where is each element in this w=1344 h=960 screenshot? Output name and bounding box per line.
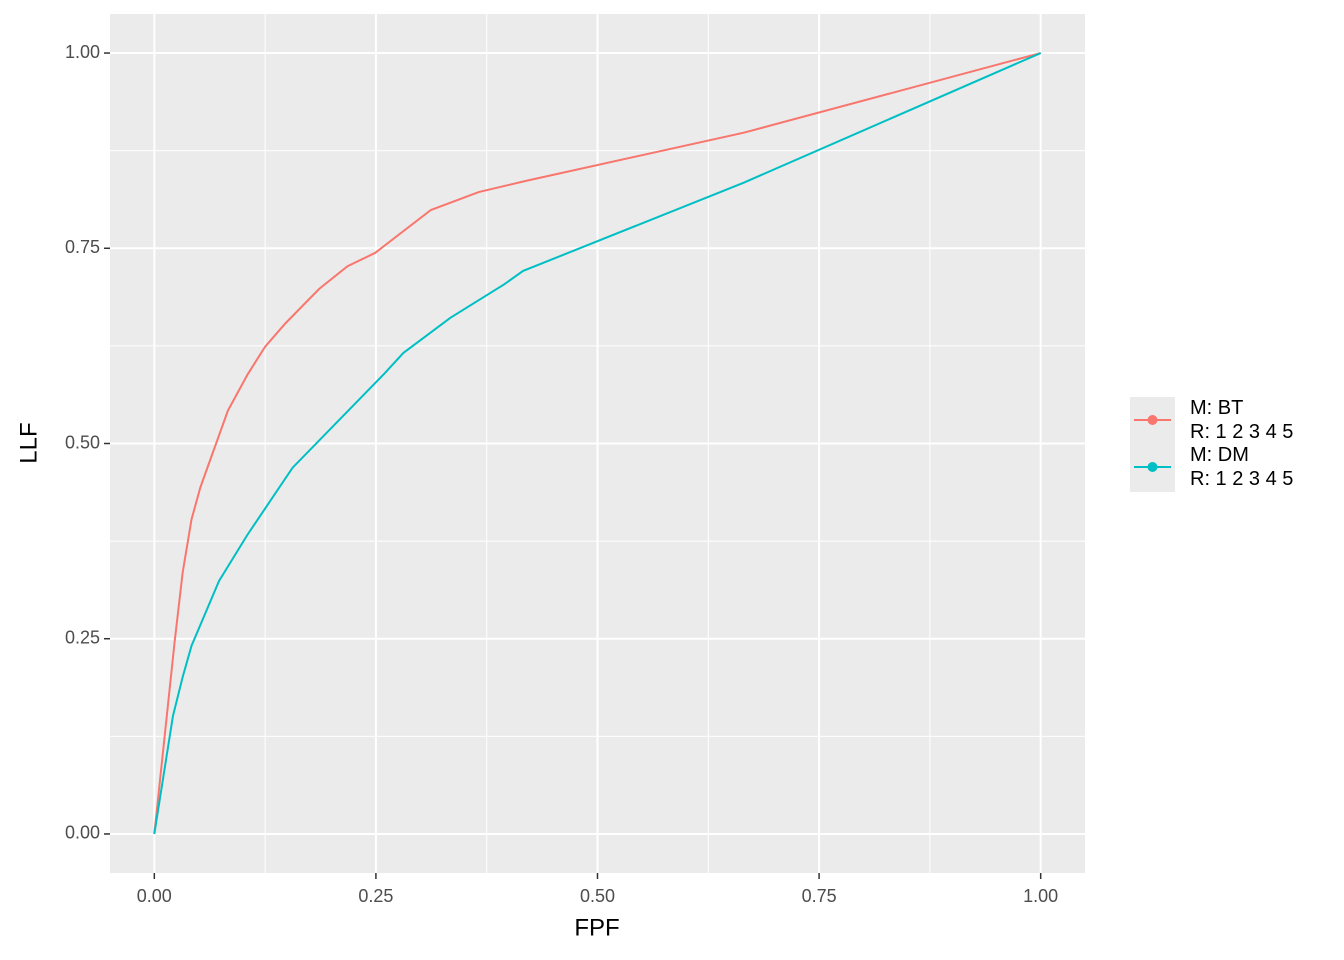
x-tick-label: 0.00 <box>137 886 172 906</box>
series-line <box>153 52 1041 835</box>
y-tick-label: 0.50 <box>65 432 100 452</box>
y-tick-label: 1.00 <box>65 42 100 62</box>
series-line <box>153 52 1042 835</box>
y-axis-title: LLF <box>15 422 42 463</box>
x-tick-label: 0.50 <box>580 886 615 906</box>
x-tick-label: 0.25 <box>358 886 393 906</box>
y-tick-label: 0.00 <box>65 823 100 843</box>
x-tick-label: 1.00 <box>1023 886 1058 906</box>
legend-key-bg <box>1130 397 1175 492</box>
legend-label: M: BT R: 1 2 3 4 5 <box>1190 397 1294 443</box>
x-tick-label: 0.75 <box>802 886 837 906</box>
legend-key-point <box>1147 462 1158 472</box>
legend-key-point <box>1147 415 1158 425</box>
x-axis-title: FPF <box>574 914 619 941</box>
y-tick-label: 0.25 <box>65 627 100 647</box>
y-tick-label: 0.75 <box>65 237 100 257</box>
legend-label: M: DM R: 1 2 3 4 5 <box>1190 444 1294 490</box>
